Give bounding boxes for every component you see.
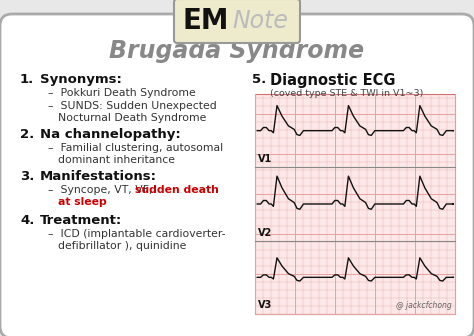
Text: Synonyms:: Synonyms: bbox=[40, 73, 122, 86]
Text: 1.: 1. bbox=[20, 73, 34, 86]
Text: Nocturnal Death Syndrome: Nocturnal Death Syndrome bbox=[58, 113, 206, 123]
FancyBboxPatch shape bbox=[255, 94, 455, 314]
Text: at sleep: at sleep bbox=[58, 197, 107, 207]
Text: 2.: 2. bbox=[20, 128, 34, 141]
Text: defibrillator ), quinidine: defibrillator ), quinidine bbox=[58, 241, 186, 251]
Text: Treatment:: Treatment: bbox=[40, 214, 122, 227]
Text: –  ICD (implantable cardioverter-: – ICD (implantable cardioverter- bbox=[48, 229, 226, 239]
Text: V2: V2 bbox=[258, 228, 272, 238]
Text: 3.: 3. bbox=[20, 170, 35, 183]
Text: sudden death: sudden death bbox=[135, 185, 219, 195]
Text: Note: Note bbox=[232, 9, 288, 33]
Text: dominant inheritance: dominant inheritance bbox=[58, 155, 175, 165]
Text: Manifestations:: Manifestations: bbox=[40, 170, 157, 183]
Text: –  Pokkuri Death Syndrome: – Pokkuri Death Syndrome bbox=[48, 88, 196, 98]
Text: (coved type STE & TWI in V1~3): (coved type STE & TWI in V1~3) bbox=[270, 89, 423, 98]
Text: –  Familial clustering, autosomal: – Familial clustering, autosomal bbox=[48, 143, 223, 153]
Text: 5.: 5. bbox=[252, 73, 266, 86]
Text: Na channelopathy:: Na channelopathy: bbox=[40, 128, 181, 141]
Text: 4.: 4. bbox=[20, 214, 35, 227]
Text: –  SUNDS: Sudden Unexpected: – SUNDS: Sudden Unexpected bbox=[48, 101, 217, 111]
Text: –  Syncope, VT, VF,: – Syncope, VT, VF, bbox=[48, 185, 156, 195]
Text: V1: V1 bbox=[258, 154, 272, 164]
FancyBboxPatch shape bbox=[0, 14, 474, 336]
Text: EM: EM bbox=[182, 7, 229, 35]
Text: Brugada Syndrome: Brugada Syndrome bbox=[109, 39, 365, 63]
Text: Diagnostic ECG: Diagnostic ECG bbox=[270, 73, 395, 88]
FancyBboxPatch shape bbox=[174, 0, 300, 43]
Text: @ jackcfchong: @ jackcfchong bbox=[396, 301, 452, 310]
Text: V3: V3 bbox=[258, 300, 272, 310]
